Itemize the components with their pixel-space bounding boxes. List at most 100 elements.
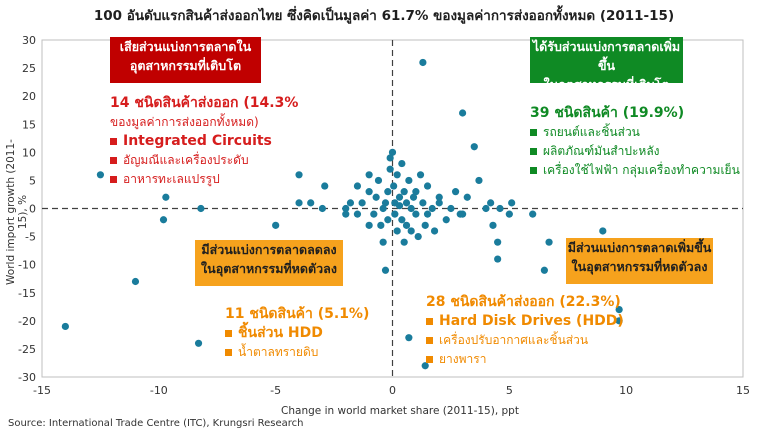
y-tick-label: 15	[22, 118, 36, 131]
data-point	[421, 221, 429, 229]
note-item-label: ผลิตภัณฑ์มันสำปะหลัง	[543, 144, 660, 158]
data-point	[370, 210, 378, 218]
data-point	[430, 227, 439, 235]
data-point	[393, 171, 401, 179]
data-point	[487, 199, 495, 207]
data-point	[508, 199, 516, 207]
note-head: 14 ชนิดสินค้าส่งออก (14.3%	[110, 95, 299, 111]
x-tick-label: 5	[506, 384, 513, 397]
y-tick-label: 5	[29, 174, 36, 187]
data-point	[412, 210, 420, 218]
y-tick-label: 30	[22, 34, 36, 47]
data-point	[365, 221, 373, 229]
data-point	[470, 143, 478, 151]
data-point	[409, 193, 418, 201]
data-point	[353, 210, 362, 218]
bullet-icon	[110, 157, 117, 164]
data-point	[272, 221, 280, 229]
data-point	[402, 199, 411, 207]
data-point	[194, 339, 203, 347]
data-point	[342, 204, 350, 213]
x-axis-label: Change in world market share (2011-15), …	[281, 405, 519, 417]
data-point	[358, 199, 366, 207]
data-point	[295, 171, 303, 179]
data-point	[435, 199, 443, 207]
chart-title: 100 อันดับแรกสินค้าส่งออกไทย ซึ่งคิดเป็น…	[93, 8, 675, 24]
data-point	[459, 109, 467, 117]
y-tick-label: 0	[29, 203, 36, 216]
box-line: ในอุตสาหกรรมที่หดตัวลง	[201, 261, 337, 276]
y-tick-label: 25	[22, 62, 36, 75]
data-point	[407, 204, 415, 213]
bullet-icon	[530, 167, 537, 174]
bullet-icon	[530, 129, 537, 136]
bullet-icon	[426, 356, 433, 363]
y-axis-label: World import growth (2011-15), %	[5, 139, 29, 285]
data-point	[395, 193, 404, 201]
data-point	[540, 266, 548, 274]
bullet-icon	[426, 318, 433, 325]
note-item: อัญมณีและเครื่องประดับ	[110, 151, 298, 170]
note-item: ยางพารา	[426, 350, 624, 369]
box-line: อุตสาหกรรมที่เติบโต	[129, 58, 242, 73]
data-point	[131, 277, 140, 286]
note-item: น้ำตาลทรายดิบ	[225, 343, 369, 362]
y-tick-label: -15	[18, 287, 36, 300]
note-item-label: ชิ้นส่วน HDD	[238, 325, 323, 341]
x-tick-label: -5	[270, 384, 281, 397]
source-note: Source: International Trade Centre (ITC)…	[8, 418, 304, 429]
y-tick-label: -10	[18, 259, 36, 272]
bullet-icon	[225, 330, 232, 337]
data-point	[295, 199, 303, 207]
data-point	[390, 182, 398, 190]
data-point	[412, 188, 420, 196]
data-point	[393, 227, 401, 235]
data-point	[346, 199, 355, 207]
data-point	[381, 199, 390, 207]
data-point	[405, 176, 413, 185]
data-point	[414, 232, 422, 241]
data-point	[342, 210, 350, 218]
data-point	[405, 334, 413, 342]
note-head: 28 ชนิดสินค้าส่งออก (22.3%)	[426, 294, 621, 310]
data-point	[395, 202, 404, 210]
data-point	[496, 204, 504, 213]
data-point	[386, 165, 394, 173]
data-point	[391, 210, 399, 218]
data-point	[505, 210, 513, 218]
data-point	[482, 204, 490, 213]
data-point	[365, 188, 373, 196]
y-tick-label: -25	[18, 343, 36, 356]
data-point	[435, 193, 443, 201]
data-point	[388, 148, 397, 156]
note-item-label: ยางพารา	[439, 352, 487, 366]
data-point	[419, 199, 427, 207]
data-point	[381, 266, 390, 274]
x-tick-label: 15	[736, 384, 750, 397]
data-point	[442, 216, 450, 224]
note-item-label: รถยนต์และชิ้นส่วน	[543, 125, 640, 139]
data-point	[428, 204, 436, 213]
data-point	[386, 154, 394, 162]
data-point	[353, 182, 362, 190]
note-subhead: ของมูลค่าการส่งออกทั้งหมด)	[110, 115, 259, 129]
data-point	[599, 227, 607, 235]
data-point	[96, 171, 105, 179]
note-item: อาหารทะเลแปรรูป	[110, 170, 298, 189]
note-item: Hard Disk Drives (HDD)	[426, 312, 624, 331]
note-item-label: เครื่องใช้ไฟฟ้า กลุ่มเครื่องทำความเย็น	[543, 163, 740, 177]
quadrant-note-top-right: 39 ชนิดสินค้า (19.9%) รถยนต์และชิ้นส่วน …	[530, 104, 740, 180]
note-item: เครื่องใช้ไฟฟ้า กลุ่มเครื่องทำความเย็น	[530, 161, 740, 180]
note-item-label: อัญมณีและเครื่องประดับ	[123, 153, 249, 167]
data-point	[400, 238, 408, 246]
quadrant-box-lost-share-growing: เสียส่วนแบ่งการตลาดใน อุตสาหกรรมที่เติบโ…	[110, 37, 261, 83]
data-point	[451, 188, 460, 196]
quadrant-note-bottom-left: 11 ชนิดสินค้า (5.1%) ชิ้นส่วน HDD น้ำตาล…	[225, 305, 369, 362]
data-point	[374, 176, 383, 185]
note-head: 39 ชนิดสินค้า (19.9%)	[530, 105, 685, 121]
box-line: ในอุตสาหกรรมที่เติบโต	[543, 77, 670, 92]
box-line: เสียส่วนแบ่งการตลาดใน	[119, 39, 252, 54]
box-line: มีส่วนแบ่งการตลาดเพิ่มขึ้น	[567, 240, 712, 255]
bullet-icon	[426, 337, 433, 344]
